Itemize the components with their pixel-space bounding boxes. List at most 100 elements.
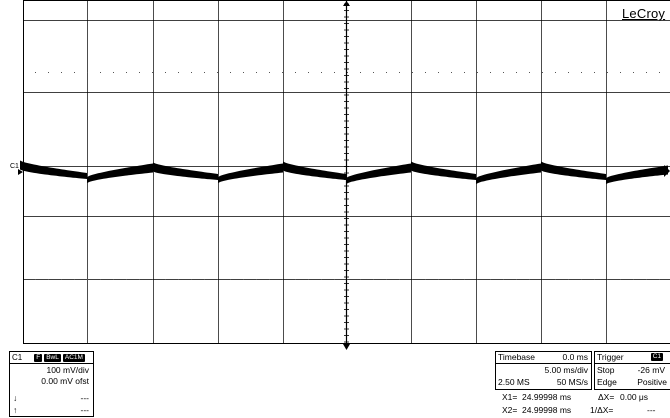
grid-dot xyxy=(529,72,530,73)
inverse-delta-x-value: --- xyxy=(647,405,656,415)
grid-dot xyxy=(334,279,335,280)
grid-dot xyxy=(87,72,88,73)
grid-dot xyxy=(451,72,452,73)
grid-dot xyxy=(74,72,75,73)
grid-dot xyxy=(126,279,127,280)
time-per-div: 5.00 ms/div xyxy=(544,365,588,375)
grid-dot xyxy=(516,72,517,73)
ground-marker-icon xyxy=(18,169,23,175)
x2-value: 24.99998 ms xyxy=(522,405,572,415)
grid-dot xyxy=(308,72,309,73)
grid-dot xyxy=(438,279,439,280)
grid-dot xyxy=(425,72,426,73)
grid-dot xyxy=(516,279,517,280)
grid-dot xyxy=(113,279,114,280)
timebase-panel[interactable]: Timebase 0.0 ms 5.00 ms/div 2.50 MS 50 M… xyxy=(495,351,592,390)
up-arrow-icon: ↑ xyxy=(13,405,18,415)
grid-dot xyxy=(217,279,218,280)
grid-dot xyxy=(607,279,608,280)
grid-dot xyxy=(360,72,361,73)
grid-dot xyxy=(451,279,452,280)
timebase-header: Timebase 0.0 ms xyxy=(496,352,591,364)
grid-dot xyxy=(334,72,335,73)
grid-dot xyxy=(230,279,231,280)
grid-dot xyxy=(373,72,374,73)
grid-dot xyxy=(659,279,660,280)
grid-dot xyxy=(282,279,283,280)
grid-dot xyxy=(204,72,205,73)
grid-dot xyxy=(295,72,296,73)
grid-dot xyxy=(321,72,322,73)
grid-dot xyxy=(165,279,166,280)
trigger-level: -26 mV xyxy=(637,365,665,375)
grid-dot xyxy=(243,279,244,280)
channel-c1-panel[interactable]: C1 F BwL AC1M 100 mV/div 0.00 mV ofst ↓ … xyxy=(9,351,94,417)
grid-dot xyxy=(490,72,491,73)
grid-dot xyxy=(230,72,231,73)
grid-dot xyxy=(425,279,426,280)
channel-marker: C1 xyxy=(10,163,19,170)
grid-dot xyxy=(659,72,660,73)
grid-dot xyxy=(555,279,556,280)
graticule-dots xyxy=(35,72,660,280)
x1-label: X1= xyxy=(502,392,518,402)
top-arrow-icon xyxy=(343,1,350,6)
grid-dot xyxy=(477,279,478,280)
grid-dot xyxy=(269,279,270,280)
grid-dot xyxy=(646,72,647,73)
grid-dot xyxy=(178,279,179,280)
grid-dot xyxy=(191,279,192,280)
grid-dot xyxy=(178,72,179,73)
grid-dot xyxy=(503,72,504,73)
channel-row3-value: --- xyxy=(80,393,90,403)
grid-dot xyxy=(373,279,374,280)
grid-dot xyxy=(113,72,114,73)
grid-dot xyxy=(490,279,491,280)
grid-dot xyxy=(126,72,127,73)
channel-row4-value: --- xyxy=(80,405,90,415)
grid-dot xyxy=(100,72,101,73)
delta-x-value: 0.00 μs xyxy=(620,392,649,402)
grid-dot xyxy=(152,72,153,73)
grid-dot xyxy=(542,279,543,280)
grid-dot xyxy=(360,279,361,280)
timebase-title: Timebase xyxy=(498,352,536,362)
grid-dot xyxy=(152,279,153,280)
grid-dot xyxy=(464,72,465,73)
brand-logo: LeCroy xyxy=(622,6,666,21)
bandwidth-limit-tag: BwL xyxy=(44,353,61,362)
graticule-markers xyxy=(18,0,670,350)
grid-dot xyxy=(529,279,530,280)
grid-dot xyxy=(61,279,62,280)
grid-dot xyxy=(35,279,36,280)
channel-c1-header: C1 F BwL AC1M xyxy=(10,352,93,364)
grid-dot xyxy=(243,72,244,73)
grid-dot xyxy=(61,72,62,73)
grid-dot xyxy=(48,279,49,280)
grid-dot xyxy=(633,72,634,73)
grid-dot xyxy=(646,279,647,280)
waveform-band xyxy=(20,160,668,184)
grid-dot xyxy=(594,72,595,73)
grid-dot xyxy=(412,72,413,73)
trigger-type: Edge xyxy=(597,377,617,387)
coupling-tag: AC1M xyxy=(62,353,85,362)
grid-dot xyxy=(633,279,634,280)
grid-dot xyxy=(542,72,543,73)
grid-dot xyxy=(256,72,257,73)
grid-dot xyxy=(607,72,608,73)
grid-dot xyxy=(308,279,309,280)
filter-tag: F xyxy=(34,353,43,362)
sample-rate: 50 MS/s xyxy=(556,377,588,387)
grid-dot xyxy=(581,279,582,280)
trigger-title: Trigger xyxy=(597,352,624,362)
grid-dot xyxy=(282,72,283,73)
delta-x-label: ΔX= xyxy=(598,392,615,402)
grid-dot xyxy=(555,72,556,73)
grid-dot xyxy=(139,279,140,280)
trigger-panel[interactable]: Trigger C1 Stop -26 mV Edge Positive xyxy=(594,351,670,390)
channel-offset: 0.00 mV ofst xyxy=(41,376,89,386)
trigger-slope: Positive xyxy=(637,377,667,387)
grid-dot xyxy=(412,279,413,280)
